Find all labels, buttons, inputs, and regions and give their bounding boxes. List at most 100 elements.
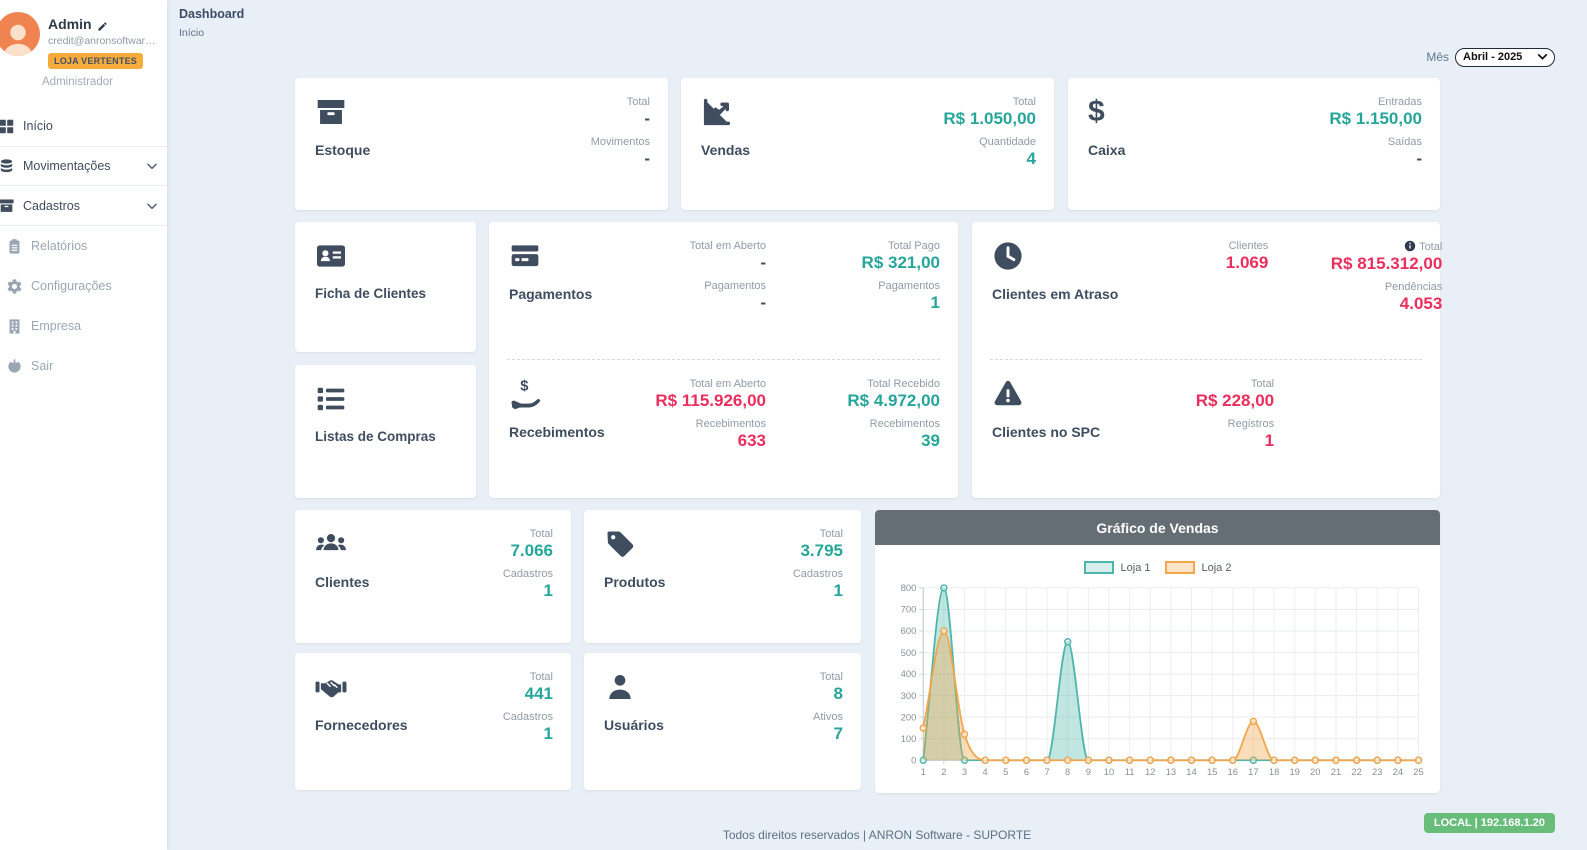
svg-text:13: 13 — [1166, 766, 1176, 777]
month-label: Mês — [1426, 49, 1449, 64]
stat: Total R$ 228,00 — [1195, 378, 1275, 410]
stat: Total em Aberto - — [689, 240, 766, 272]
svg-text:800: 800 — [901, 582, 917, 593]
card-pagamentos-recebimentos: Pagamentos Total em Aberto - Pagamentos … — [489, 222, 958, 498]
card-title: Estoque — [315, 142, 371, 158]
sidebar-item-configuracoes[interactable]: Configurações — [0, 266, 167, 306]
divider — [990, 359, 1422, 360]
tag-icon — [604, 528, 636, 560]
stat: Quantidade 4 — [979, 135, 1036, 168]
card-fornecedores: Fornecedores Total 441 Cadastros 1 — [295, 653, 571, 790]
month-select[interactable]: Abril - 2025 — [1455, 47, 1555, 67]
card-title: Usuários — [604, 717, 664, 733]
handshake-icon — [315, 671, 347, 703]
coins-icon — [0, 158, 15, 175]
info-icon[interactable] — [1404, 240, 1416, 252]
svg-text:22: 22 — [1351, 766, 1361, 777]
stat: Recebimentos 633 — [695, 417, 766, 450]
card-produtos: Produtos Total 3.795 Cadastros 1 — [584, 510, 861, 643]
sidebar-item-empresa[interactable]: Empresa — [0, 306, 167, 346]
svg-text:24: 24 — [1393, 766, 1403, 777]
sidebar-item-label: Movimentações — [23, 159, 111, 173]
chevron-down-icon — [145, 199, 159, 213]
stat: Total Recebido R$ 4.972,00 — [847, 378, 940, 410]
stat: Total 441 — [524, 671, 553, 703]
card-sales-chart: Gráfico de Vendas Loja 1 Loja 2 0 100 200 3… — [875, 510, 1440, 793]
legend-swatch — [1083, 561, 1114, 574]
legend-item-loja2[interactable]: Loja 2 — [1164, 561, 1231, 574]
profile-email: credit@anronsoftware.co... — [48, 35, 157, 47]
svg-text:23: 23 — [1372, 766, 1382, 777]
stat: Pagamentos - — [704, 279, 766, 312]
chart-line-icon — [701, 96, 733, 128]
stat: Total R$ 1.050,00 — [943, 96, 1036, 128]
stat: Saídas - — [1387, 135, 1422, 168]
profile-role: Administrador — [42, 76, 113, 88]
svg-text:4: 4 — [983, 766, 988, 777]
stat: Ativos 7 — [813, 710, 843, 743]
card-title: Clientes — [315, 574, 370, 590]
breadcrumb: Início — [179, 27, 205, 39]
card-title: Caixa — [1088, 142, 1126, 158]
sidebar-item-label: Empresa — [31, 319, 82, 333]
stat: Pendências 4.053 — [1384, 280, 1443, 313]
profile-name: Admin — [48, 16, 92, 32]
stat: Total 3.795 — [800, 528, 843, 560]
dollar-icon: $ — [1088, 95, 1105, 128]
svg-text:12: 12 — [1145, 766, 1155, 777]
stat: Total R$ 815.312,00 — [1330, 240, 1443, 273]
user-icon — [604, 671, 636, 703]
sidebar-item-cadastros[interactable]: Cadastros — [0, 186, 167, 226]
stat: Total em Aberto R$ 115.926,00 — [655, 378, 766, 410]
stat: Pagamentos 1 — [878, 279, 940, 312]
sidebar-item-movimentacoes[interactable]: Movimentações — [0, 146, 167, 186]
clipboard-icon — [6, 238, 23, 255]
clock-icon — [992, 240, 1024, 272]
environment-badge: LOCAL | 192.168.1.20 — [1423, 813, 1555, 833]
section-clientes-atraso: Clientes em Atraso Clientes 1.069 Total … — [972, 222, 1443, 359]
card-title: Listas de Compras — [315, 429, 436, 444]
svg-text:0: 0 — [911, 754, 916, 765]
svg-text:100: 100 — [901, 733, 917, 744]
svg-text:14: 14 — [1186, 766, 1196, 777]
page-title: Dashboard — [179, 7, 245, 21]
svg-text:400: 400 — [901, 668, 917, 679]
stat: Cadastros 1 — [502, 710, 553, 743]
svg-text:17: 17 — [1248, 766, 1258, 777]
legend-item-loja1[interactable]: Loja 1 — [1083, 561, 1151, 574]
svg-text:19: 19 — [1289, 766, 1299, 777]
credit-card-icon — [509, 240, 541, 272]
svg-text:11: 11 — [1125, 766, 1135, 777]
svg-text:9: 9 — [1086, 766, 1091, 777]
user-profile: Admin credit@anronsoftware.co... LOJA VE… — [0, 0, 167, 98]
chevron-down-icon — [145, 159, 159, 173]
stat: Cadastros 1 — [502, 567, 553, 600]
svg-text:200: 200 — [901, 711, 917, 722]
users-icon — [315, 528, 347, 560]
stat: Cadastros 1 — [792, 567, 843, 600]
card-title: Clientes em Atraso — [992, 286, 1119, 302]
card-title: Produtos — [604, 574, 666, 590]
sidebar-item-label: Configurações — [31, 279, 112, 293]
sidebar-item-relatorios[interactable]: Relatórios — [0, 226, 167, 266]
store-badge: LOJA VERTENTES — [48, 53, 143, 69]
svg-text:2: 2 — [941, 766, 946, 777]
stat: Total Pago R$ 321,00 — [861, 240, 940, 272]
stat: Total 8 — [819, 671, 843, 703]
card-title: Fornecedores — [315, 717, 408, 733]
sidebar-item-inicio[interactable]: Início — [0, 106, 167, 146]
svg-text:500: 500 — [901, 647, 917, 658]
svg-text:1: 1 — [921, 766, 926, 777]
grid-icon — [0, 118, 15, 135]
card-usuarios: Usuários Total 8 Ativos 7 — [584, 653, 861, 790]
svg-text:700: 700 — [901, 604, 917, 615]
sidebar-item-sair[interactable]: Sair — [0, 346, 167, 386]
card-estoque: Estoque Total - Movimentos - — [295, 78, 668, 210]
edit-profile-icon[interactable] — [97, 19, 108, 31]
footer-copyright: Todos direitos reservados | ANRON Softwa… — [722, 828, 1032, 842]
card-title: Vendas — [701, 142, 751, 158]
warning-triangle-icon — [992, 378, 1024, 410]
building-icon — [6, 318, 23, 335]
